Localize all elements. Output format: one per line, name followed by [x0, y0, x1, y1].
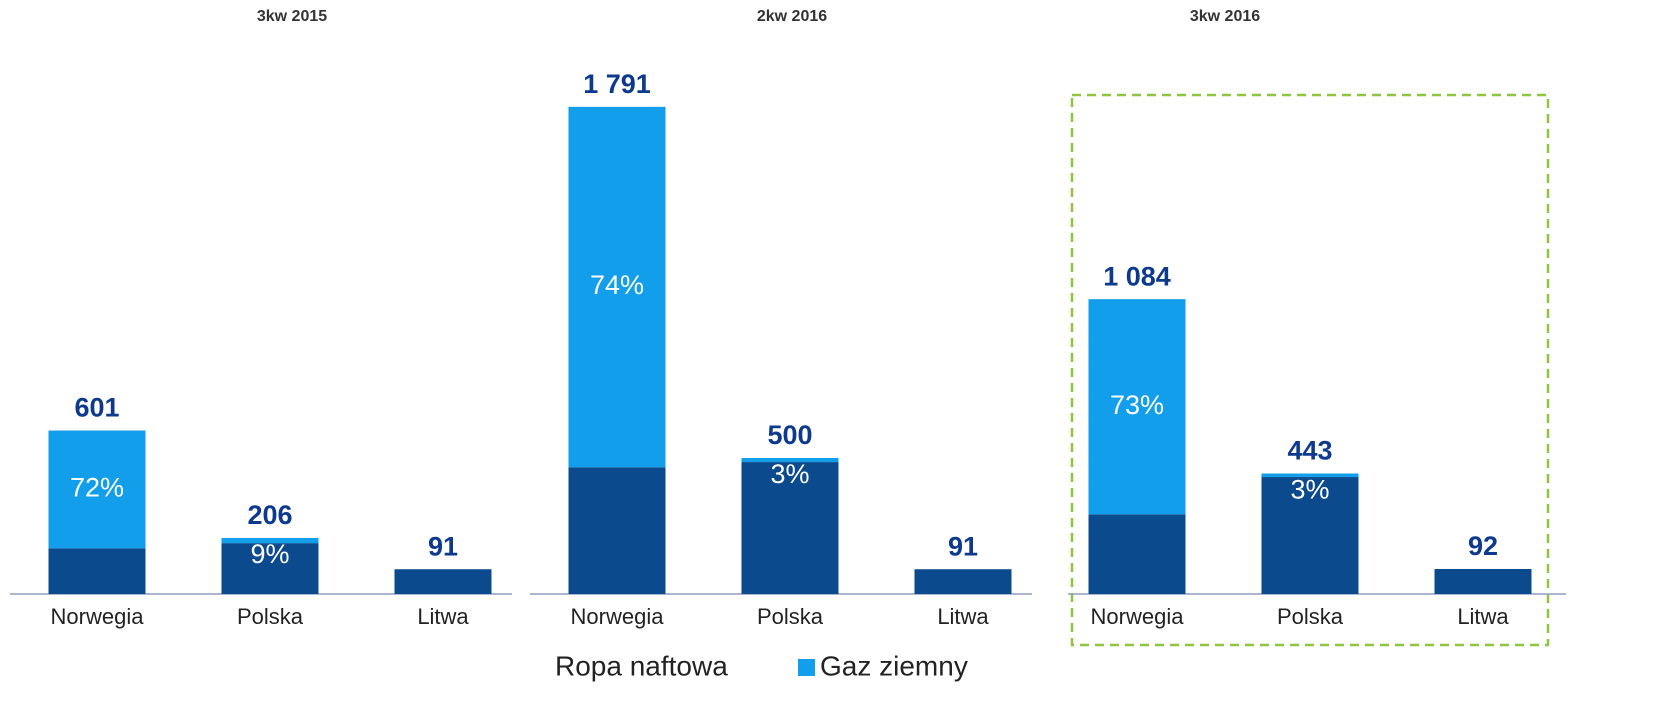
category-label: Norwegia [571, 604, 665, 629]
category-label: Litwa [417, 604, 469, 629]
category-label: Litwa [1457, 604, 1509, 629]
total-label: 443 [1287, 436, 1332, 466]
bar-segment [1088, 299, 1186, 515]
share-label: 3% [770, 459, 809, 489]
total-label: 91 [948, 531, 978, 561]
share-label: 72% [70, 473, 124, 503]
category-label: Litwa [937, 604, 989, 629]
share-label: 9% [250, 539, 289, 569]
chart-title: 3kw 2015 [257, 8, 327, 25]
category-label: Polska [237, 604, 304, 629]
category-label: Norwegia [51, 604, 145, 629]
category-label: Polska [1277, 604, 1344, 629]
bar-segment [1261, 477, 1359, 594]
total-label: 601 [74, 393, 119, 423]
share-label: 73% [1110, 390, 1164, 420]
bar-segment [914, 569, 1012, 594]
total-label: 1 791 [583, 69, 651, 99]
total-label: 91 [428, 531, 458, 561]
category-label: Norwegia [1091, 604, 1185, 629]
category-label: Polska [757, 604, 824, 629]
bar-segment [1088, 514, 1186, 594]
total-label: 92 [1468, 531, 1498, 561]
legend-label: Ropa naftowa [555, 650, 728, 681]
chart-title: 3kw 2016 [1190, 8, 1260, 25]
chart-title: 2kw 2016 [757, 8, 827, 25]
bar-segment [48, 548, 146, 594]
total-label: 206 [247, 500, 292, 530]
legend-swatch [798, 659, 815, 676]
total-label: 1 084 [1103, 261, 1171, 291]
bar-segment [221, 537, 319, 544]
total-label: 500 [767, 420, 812, 450]
bar-segment [568, 106, 666, 468]
bar-segment [48, 430, 146, 549]
highlight-box [1070, 93, 1550, 647]
bar-segment [741, 462, 839, 594]
legend-label: Gaz ziemny [820, 650, 968, 681]
bar-segment [221, 543, 319, 594]
bar-segment [1434, 568, 1532, 594]
bar-segment [1261, 473, 1359, 478]
share-label: 3% [1290, 475, 1329, 505]
bar-segment [394, 569, 492, 594]
bar-segment [741, 458, 839, 463]
bar-segment [568, 467, 666, 594]
share-label: 74% [590, 270, 644, 300]
